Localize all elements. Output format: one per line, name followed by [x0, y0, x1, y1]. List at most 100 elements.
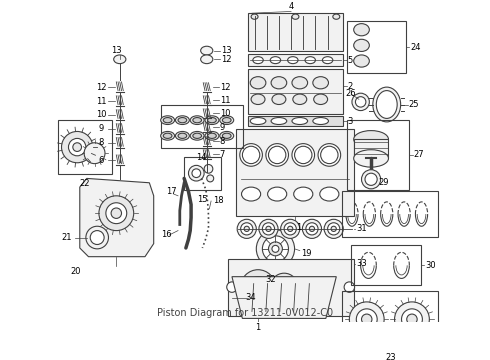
Ellipse shape: [306, 223, 318, 235]
Text: 34: 34: [245, 293, 256, 302]
Bar: [161, 104, 243, 148]
Ellipse shape: [208, 133, 216, 138]
Ellipse shape: [320, 187, 339, 201]
Ellipse shape: [271, 77, 287, 89]
Text: 16: 16: [161, 230, 172, 239]
Ellipse shape: [161, 131, 174, 140]
Ellipse shape: [320, 146, 338, 164]
Text: 8: 8: [99, 138, 104, 147]
Ellipse shape: [178, 118, 187, 123]
Ellipse shape: [250, 77, 266, 89]
Ellipse shape: [256, 230, 294, 268]
Ellipse shape: [204, 165, 213, 173]
Ellipse shape: [294, 146, 312, 164]
Text: 14: 14: [196, 153, 207, 162]
Ellipse shape: [362, 170, 381, 189]
Ellipse shape: [272, 94, 286, 104]
Ellipse shape: [163, 133, 172, 138]
Text: 33: 33: [356, 259, 367, 268]
Ellipse shape: [241, 270, 275, 305]
Ellipse shape: [259, 219, 278, 238]
Ellipse shape: [294, 187, 313, 201]
Ellipse shape: [344, 282, 355, 292]
Ellipse shape: [86, 226, 108, 249]
Ellipse shape: [354, 150, 389, 167]
Text: 3: 3: [347, 117, 353, 126]
Ellipse shape: [266, 226, 271, 231]
Ellipse shape: [333, 14, 340, 19]
Ellipse shape: [293, 94, 307, 104]
Ellipse shape: [288, 57, 298, 64]
Bar: [247, 116, 343, 126]
Text: 21: 21: [61, 233, 72, 242]
Text: 9: 9: [220, 123, 225, 132]
Ellipse shape: [243, 146, 260, 164]
Ellipse shape: [354, 55, 369, 67]
Text: 26: 26: [345, 89, 356, 98]
Ellipse shape: [220, 116, 234, 125]
Ellipse shape: [292, 144, 315, 166]
Ellipse shape: [250, 118, 266, 125]
Ellipse shape: [376, 91, 397, 118]
Bar: [58, 120, 112, 174]
Bar: [228, 259, 354, 316]
Text: Piston Diagram for 13211-0V012-C0: Piston Diagram for 13211-0V012-C0: [157, 307, 333, 318]
Ellipse shape: [222, 118, 231, 123]
Ellipse shape: [240, 144, 262, 166]
Text: 20: 20: [70, 267, 81, 276]
Text: 9: 9: [99, 124, 104, 133]
Ellipse shape: [354, 131, 389, 148]
Ellipse shape: [288, 226, 293, 231]
Text: 5: 5: [347, 56, 353, 65]
Ellipse shape: [324, 219, 343, 238]
Ellipse shape: [222, 133, 231, 138]
Ellipse shape: [302, 219, 321, 238]
Ellipse shape: [193, 133, 201, 138]
Ellipse shape: [227, 282, 237, 292]
Ellipse shape: [193, 118, 201, 123]
Text: 23: 23: [385, 353, 395, 360]
Ellipse shape: [401, 309, 422, 330]
Bar: [184, 157, 220, 190]
Ellipse shape: [99, 196, 134, 231]
Ellipse shape: [407, 314, 417, 324]
Ellipse shape: [253, 57, 263, 64]
Ellipse shape: [356, 309, 377, 330]
Bar: [247, 69, 343, 114]
Text: 17: 17: [166, 187, 176, 196]
Ellipse shape: [178, 133, 187, 138]
Text: 25: 25: [409, 100, 419, 109]
Ellipse shape: [313, 118, 328, 125]
Text: 22: 22: [80, 179, 90, 188]
Text: 10: 10: [220, 109, 230, 118]
Text: 1: 1: [255, 323, 261, 332]
Ellipse shape: [163, 118, 172, 123]
Ellipse shape: [175, 116, 189, 125]
Ellipse shape: [268, 187, 287, 201]
Ellipse shape: [241, 223, 253, 235]
Ellipse shape: [305, 57, 316, 64]
Ellipse shape: [331, 226, 336, 231]
Ellipse shape: [314, 94, 328, 104]
Ellipse shape: [175, 131, 189, 140]
Ellipse shape: [244, 226, 249, 231]
Ellipse shape: [352, 93, 369, 111]
Text: 4: 4: [289, 1, 294, 10]
Ellipse shape: [318, 144, 341, 166]
Bar: [343, 292, 438, 348]
Ellipse shape: [281, 219, 300, 238]
Ellipse shape: [354, 24, 369, 36]
Bar: [354, 139, 389, 158]
Ellipse shape: [271, 118, 287, 125]
Text: 30: 30: [425, 261, 436, 270]
Ellipse shape: [292, 14, 299, 19]
Ellipse shape: [106, 203, 127, 224]
Ellipse shape: [205, 131, 219, 140]
Text: 12: 12: [220, 82, 230, 91]
Ellipse shape: [114, 55, 126, 64]
Text: 13: 13: [111, 46, 122, 55]
Text: 24: 24: [410, 42, 421, 51]
Ellipse shape: [394, 302, 429, 337]
Text: 18: 18: [213, 195, 223, 204]
Text: 32: 32: [266, 275, 276, 284]
